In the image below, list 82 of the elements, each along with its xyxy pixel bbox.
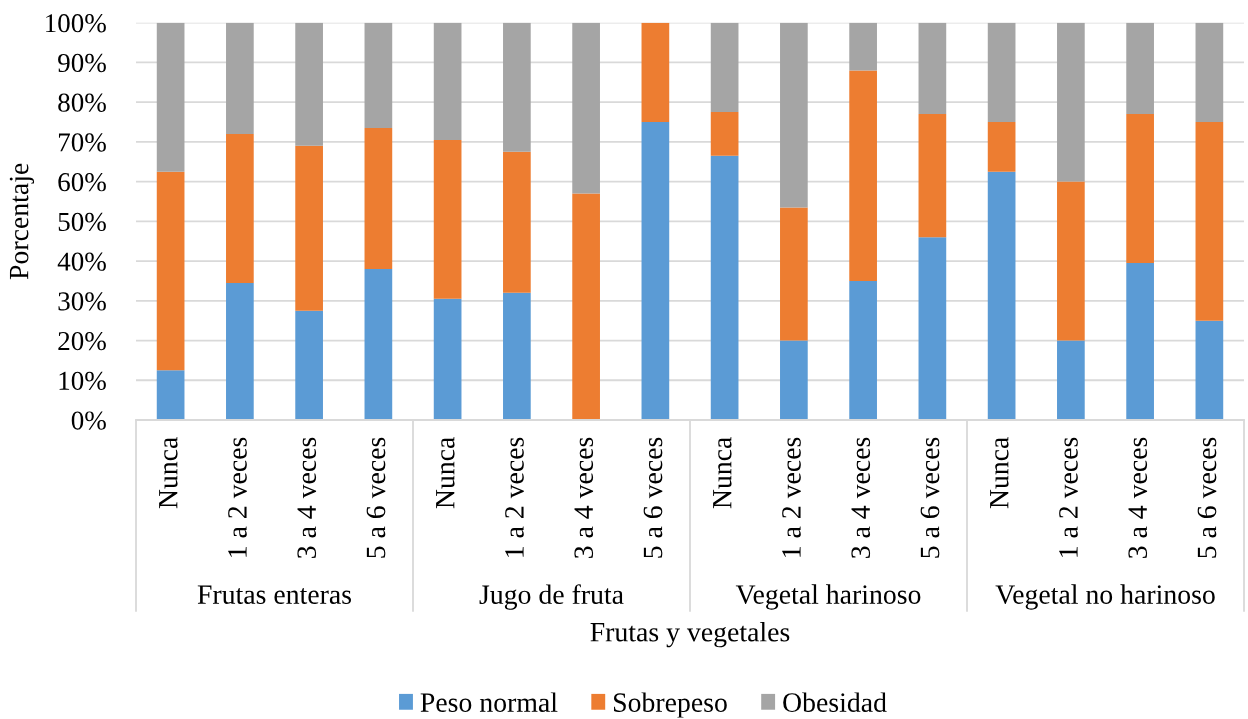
bar bbox=[364, 22, 393, 128]
bar bbox=[1126, 263, 1154, 420]
bar bbox=[849, 70, 877, 281]
x-tick-label: 5 a 6 veces bbox=[920, 437, 940, 558]
bar bbox=[433, 22, 462, 140]
x-tick-label: 1 a 2 veces bbox=[782, 437, 801, 557]
bar bbox=[156, 171, 185, 371]
bar bbox=[710, 155, 739, 420]
y-tick-label: 100% bbox=[46, 14, 106, 33]
bar bbox=[1057, 22, 1085, 182]
y-tick-label: 10% bbox=[59, 371, 106, 391]
y-tick-label: 20% bbox=[58, 331, 106, 351]
text: Jugo de fruta bbox=[479, 584, 624, 610]
bar bbox=[364, 269, 393, 420]
x-tick-label: 3 a 4 veces bbox=[1128, 437, 1148, 558]
y-tick-label: 60% bbox=[58, 173, 106, 192]
bar bbox=[918, 22, 947, 115]
bar bbox=[364, 127, 393, 270]
bar bbox=[1057, 340, 1085, 420]
x-tick-label: 5 a 6 veces bbox=[1197, 437, 1217, 558]
x-tick-label: 3 a 4 veces bbox=[297, 437, 317, 558]
y-axis-title: Porcentaje bbox=[9, 163, 35, 280]
bar bbox=[295, 310, 323, 420]
legend-label: Sobrepeso bbox=[614, 692, 727, 718]
bar bbox=[987, 171, 1016, 420]
x-tick-label: Nunca bbox=[159, 437, 178, 509]
x-tick-label: 1 a 2 veces bbox=[1059, 437, 1078, 557]
bar bbox=[918, 237, 947, 420]
y-tick-label: 80% bbox=[58, 93, 106, 112]
bar bbox=[987, 22, 1016, 123]
bar bbox=[1057, 181, 1085, 341]
bar bbox=[1195, 320, 1224, 420]
bar bbox=[780, 22, 808, 208]
bar bbox=[1195, 122, 1224, 321]
x-tick-label: 3 a 4 veces bbox=[851, 437, 871, 558]
bar bbox=[710, 22, 739, 113]
bar bbox=[226, 22, 254, 134]
text: Frutas enteras bbox=[197, 585, 352, 604]
bar bbox=[503, 292, 531, 420]
y-tick-label: 40% bbox=[57, 252, 106, 271]
x-axis-title: Frutas y vegetales bbox=[590, 622, 790, 648]
bar bbox=[503, 151, 531, 293]
bar bbox=[156, 370, 185, 420]
y-tick-label: 90% bbox=[58, 53, 106, 73]
bar bbox=[780, 340, 808, 420]
y-tick-label: 70% bbox=[58, 133, 106, 152]
bar bbox=[503, 22, 531, 152]
bar bbox=[1195, 22, 1224, 123]
legend-label: Peso normal bbox=[420, 692, 558, 712]
bar bbox=[849, 280, 877, 420]
bar bbox=[572, 22, 600, 194]
x-tick-label: Nunca bbox=[713, 437, 732, 509]
x-tick-label: 1 a 2 veces bbox=[505, 437, 524, 557]
y-tick-label: 50% bbox=[58, 212, 106, 232]
bar bbox=[226, 282, 254, 420]
x-tick-label: 1 a 2 veces bbox=[228, 437, 247, 557]
bar bbox=[1126, 22, 1154, 115]
bar bbox=[226, 133, 254, 283]
text: Vegetal no harinoso bbox=[995, 584, 1215, 610]
bar bbox=[433, 139, 462, 299]
bar bbox=[1126, 114, 1154, 264]
legend-label: Obesidad bbox=[783, 692, 887, 712]
bar bbox=[641, 22, 670, 123]
x-tick-label: Nunca bbox=[990, 437, 1009, 509]
x-tick-label: Nunca bbox=[436, 437, 455, 509]
bar bbox=[849, 22, 877, 71]
x-tick-label: 5 a 6 veces bbox=[643, 437, 663, 558]
x-tick-label: 3 a 4 veces bbox=[574, 437, 594, 558]
y-tick-label: 0% bbox=[71, 411, 106, 430]
x-tick-label: 5 a 6 veces bbox=[366, 437, 386, 558]
bar bbox=[918, 114, 947, 238]
bar bbox=[780, 207, 808, 341]
bar bbox=[295, 145, 323, 311]
y-tick-label: 30% bbox=[58, 292, 106, 311]
bar bbox=[641, 122, 670, 420]
bar bbox=[572, 193, 600, 420]
text: Vegetal harinoso bbox=[735, 584, 921, 610]
bar bbox=[295, 22, 323, 146]
bar bbox=[433, 298, 462, 420]
bar bbox=[710, 112, 739, 156]
bar bbox=[156, 22, 185, 172]
bar bbox=[987, 122, 1016, 172]
